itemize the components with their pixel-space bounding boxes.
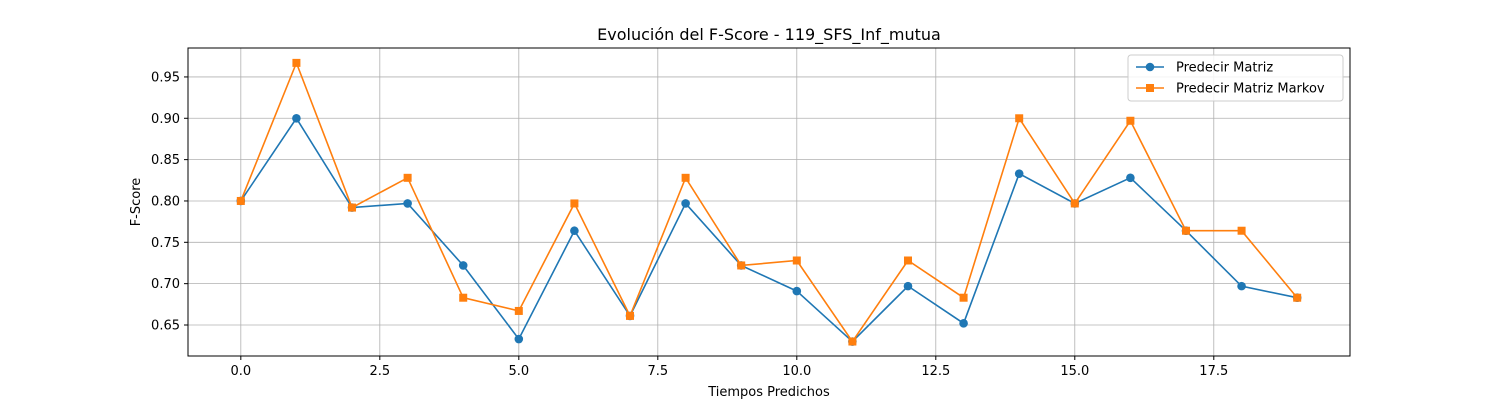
y-tick-label: 0.85 <box>151 153 180 168</box>
chart-title: Evolución del F-Score - 119_SFS_Inf_mutu… <box>597 25 941 45</box>
x-tick-label: 5.0 <box>508 364 529 379</box>
legend-label: Predecir Matriz <box>1176 61 1273 76</box>
data-point <box>626 311 635 320</box>
series-line <box>240 116 1298 343</box>
data-point <box>1126 173 1135 183</box>
legend-entry: Predecir Matriz <box>1136 61 1273 76</box>
data-point <box>458 261 468 270</box>
x-axis-label: Tiempos Predichos <box>707 385 830 400</box>
y-tick-label: 0.90 <box>151 112 180 127</box>
data-point <box>292 113 301 123</box>
data-point <box>292 58 301 67</box>
legend: Predecir Matriz Predecir Matriz Markov <box>1127 54 1344 102</box>
x-tick-label: 12.5 <box>921 364 950 379</box>
data-point <box>848 337 857 346</box>
data-point <box>570 226 579 236</box>
legend-entry: Predecir Matriz Markov <box>1136 82 1325 97</box>
x-tick-label: 0.0 <box>230 364 251 379</box>
plot-frame <box>187 47 1351 357</box>
x-tick-label: 10.0 <box>782 364 811 379</box>
data-point <box>1015 114 1024 123</box>
x-tick-label: 17.5 <box>1199 364 1228 379</box>
data-point <box>1237 281 1246 291</box>
data-point <box>959 293 968 302</box>
series-layer <box>236 58 1302 346</box>
data-point <box>903 256 912 265</box>
data-point <box>792 286 802 296</box>
data-point <box>737 261 746 270</box>
data-point <box>1293 293 1302 302</box>
data-point <box>514 306 523 315</box>
data-point <box>959 319 968 328</box>
data-point <box>403 173 412 182</box>
x-tick-label: 2.5 <box>369 364 390 379</box>
data-point <box>514 334 524 344</box>
y-axis-label: F-Score <box>129 178 144 227</box>
x-tick-label: 7.5 <box>647 364 668 379</box>
y-tick-label: 0.70 <box>151 277 180 292</box>
y-tick-label: 0.65 <box>151 318 180 333</box>
data-point <box>236 196 245 205</box>
y-tick-label: 0.75 <box>151 236 180 251</box>
data-point <box>1014 169 1024 178</box>
y-axis-ticks: 0.65 0.70 0.75 0.80 0.85 0.90 0.95 <box>151 70 188 333</box>
legend-marker <box>1146 84 1154 92</box>
data-point <box>1126 116 1135 125</box>
data-point <box>1070 199 1079 208</box>
legend-box <box>1127 54 1344 102</box>
x-tick-label: 15.0 <box>1060 364 1089 379</box>
data-point <box>570 199 579 208</box>
y-tick-label: 0.80 <box>151 194 180 209</box>
y-tick-label: 0.95 <box>151 70 180 85</box>
data-point <box>403 199 412 208</box>
x-axis-ticks: 0.0 2.5 5.0 7.5 10.0 12.5 15.0 17.5 <box>230 356 1228 379</box>
data-point <box>459 293 468 302</box>
series-line <box>240 60 1298 343</box>
data-point <box>1181 226 1190 235</box>
legend-marker <box>1145 62 1155 72</box>
data-point <box>348 203 357 212</box>
data-point <box>903 281 913 291</box>
legend-label: Predecir Matriz Markov <box>1176 82 1325 97</box>
data-point <box>1237 226 1246 235</box>
data-point <box>792 256 801 265</box>
data-point <box>681 173 690 182</box>
series-2 <box>236 58 1302 346</box>
data-point <box>681 199 690 208</box>
